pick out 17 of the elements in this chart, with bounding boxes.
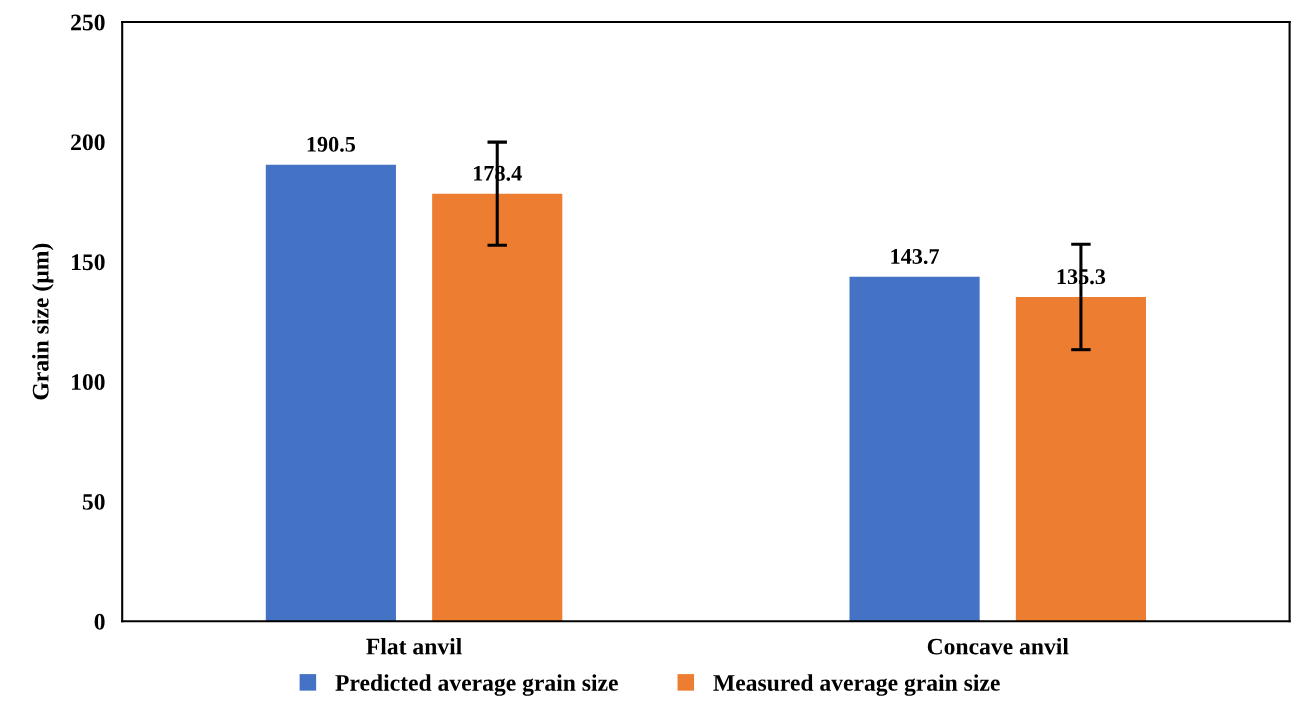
y-tick-label: 150: [72, 254, 105, 271]
y-tick-label: 50: [82, 493, 105, 510]
data-label: 143.7: [891, 249, 940, 265]
legend-label: Predicted average grain size: [335, 674, 618, 696]
y-tick-label: 0: [94, 613, 105, 630]
bar: [265, 164, 396, 622]
x-tick-label: Flat anvil: [366, 637, 462, 655]
bar: [1015, 296, 1147, 622]
y-tick-label: 100: [72, 374, 105, 390]
y-tick-label: 200: [71, 134, 105, 151]
bar: [849, 276, 980, 622]
y-tick-label: 250: [71, 14, 105, 31]
bar: [432, 193, 563, 622]
y-axis-title: Grain size (µm): [32, 243, 54, 400]
legend-label: Measured average grain size: [713, 674, 1000, 696]
x-tick-label: Concave anvil: [927, 637, 1069, 655]
data-label: 190.5: [307, 136, 356, 152]
